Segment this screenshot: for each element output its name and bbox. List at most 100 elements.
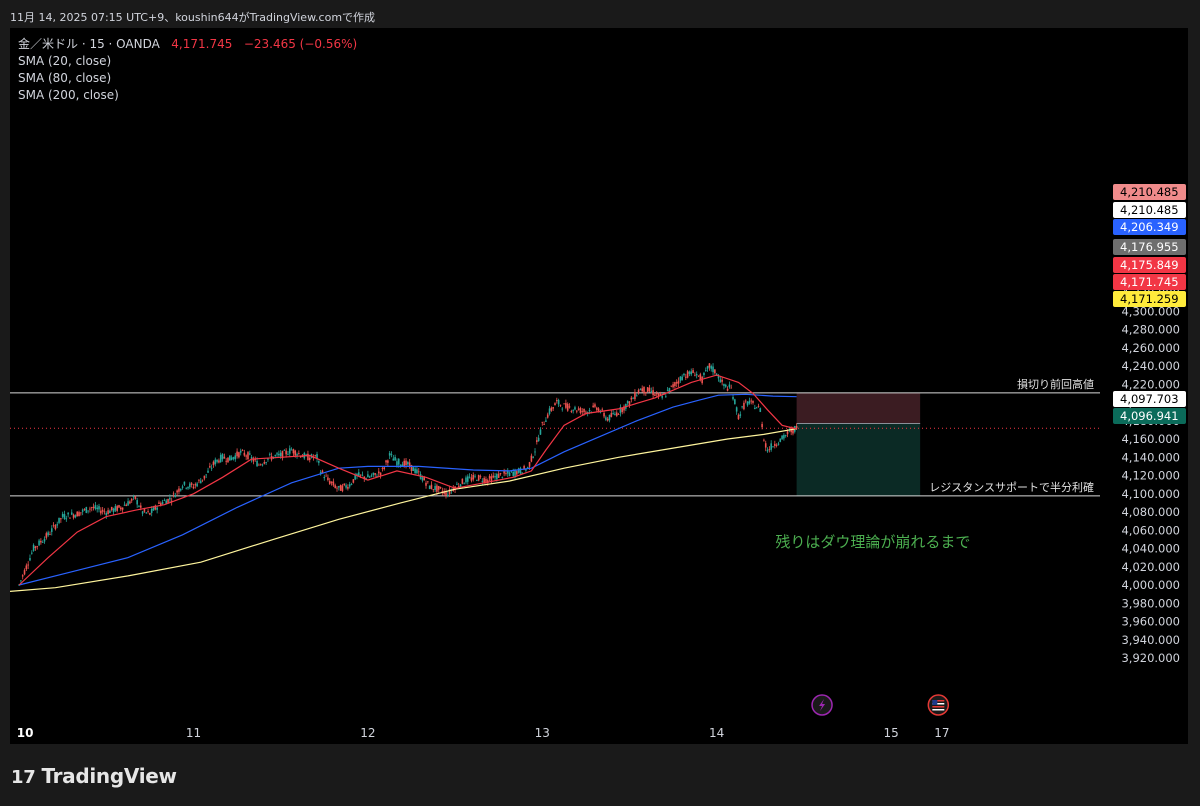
candle-body xyxy=(652,390,654,396)
candle-body xyxy=(396,461,398,466)
candle-body xyxy=(350,484,353,485)
legend-sma20[interactable]: SMA (20, close) xyxy=(18,54,112,68)
candle-body xyxy=(287,453,289,455)
candle-body xyxy=(352,479,355,483)
candle-body xyxy=(605,417,607,420)
price-badge-bg xyxy=(1113,391,1186,407)
y-tick-label: 4,080.000 xyxy=(1121,505,1180,519)
candle-body xyxy=(783,434,785,439)
candle-body xyxy=(141,511,144,514)
candle-body xyxy=(574,407,576,410)
candle-body xyxy=(657,393,660,397)
candle-body xyxy=(697,375,700,377)
candle-body xyxy=(628,401,631,406)
candle-body xyxy=(479,476,482,478)
candle-body xyxy=(345,485,347,488)
candle-body xyxy=(205,474,207,476)
candle-body xyxy=(301,456,304,458)
candle-body xyxy=(368,476,371,478)
candle-body xyxy=(370,475,373,477)
candle-body xyxy=(281,451,284,459)
candle-body xyxy=(461,478,464,484)
candle-body xyxy=(608,414,611,421)
candle-body xyxy=(92,506,95,509)
candle-body xyxy=(752,400,754,403)
legend-sma80[interactable]: SMA (80, close) xyxy=(18,71,112,85)
candle-body xyxy=(114,506,117,511)
candle-body xyxy=(372,472,375,475)
candle-body xyxy=(118,505,120,508)
candle-body xyxy=(768,449,771,450)
candle-body xyxy=(536,440,538,442)
flag-stripe xyxy=(932,703,945,705)
candle-body xyxy=(626,400,629,404)
candle-body xyxy=(719,379,722,383)
candle-body xyxy=(154,505,157,510)
candle-body xyxy=(65,518,68,520)
candle-body xyxy=(421,477,424,481)
candle-body xyxy=(754,407,756,410)
candle-body xyxy=(156,507,158,510)
candle-body xyxy=(234,455,237,460)
candle-body xyxy=(537,437,540,442)
candle-body xyxy=(601,409,604,411)
candle-body xyxy=(80,512,82,514)
candle-body xyxy=(746,401,749,406)
candle-body xyxy=(299,456,302,458)
candle-body xyxy=(392,458,395,461)
price-badge: 4,210.485 xyxy=(1113,184,1186,200)
position-stop-zone xyxy=(796,392,921,424)
candle-body xyxy=(734,399,736,405)
candle-body xyxy=(630,397,633,400)
candle-body xyxy=(666,389,669,391)
candle-body xyxy=(456,483,458,485)
candle-body xyxy=(468,476,471,478)
candle-body xyxy=(121,507,124,510)
price-badge: 4,176.955 xyxy=(1113,239,1186,255)
candle-body xyxy=(100,510,102,514)
y-tick-label: 3,920.000 xyxy=(1121,651,1180,665)
candle-body xyxy=(249,453,251,455)
candle-body xyxy=(541,421,544,423)
candle-body xyxy=(185,487,188,489)
candle-body xyxy=(67,512,69,515)
candle-body xyxy=(503,471,505,474)
candle-body xyxy=(363,476,366,479)
candle-body xyxy=(394,457,396,461)
candle-body xyxy=(61,513,64,517)
candle-body xyxy=(417,471,420,473)
candle-body xyxy=(32,544,35,551)
candle-body xyxy=(265,462,267,463)
candle-body xyxy=(50,528,53,532)
candle-body xyxy=(296,454,298,456)
candle-body xyxy=(759,408,762,412)
candle-body xyxy=(577,408,580,410)
candle-body xyxy=(348,484,351,487)
candle-body xyxy=(766,449,769,452)
candle-body xyxy=(603,412,605,417)
candle-body xyxy=(432,489,435,490)
candle-body xyxy=(437,485,440,490)
candle-body xyxy=(318,460,320,463)
legend-sma200[interactable]: SMA (200, close) xyxy=(18,88,119,102)
candle-body xyxy=(505,473,507,474)
candle-body xyxy=(755,407,758,409)
brand-name: TradingView xyxy=(41,764,177,788)
candle-body xyxy=(40,540,42,543)
y-tick-label: 4,220.000 xyxy=(1121,377,1180,391)
y-tick-label: 4,300.000 xyxy=(1121,304,1180,318)
candle-body xyxy=(285,450,287,455)
candle-body xyxy=(728,384,731,388)
candle-body xyxy=(706,366,709,369)
candle-body xyxy=(78,512,80,517)
candle-body xyxy=(243,452,246,456)
candle-body xyxy=(223,456,226,459)
price-badge: 4,210.485 xyxy=(1113,202,1186,218)
legend-symbol-row[interactable]: 金／米ドル · 15 · OANDA 4,171.745 −23.465 (−0… xyxy=(18,36,357,53)
candle-body xyxy=(750,400,752,402)
candle-body xyxy=(646,387,649,392)
candle-body xyxy=(383,467,386,470)
candle-body xyxy=(347,486,349,489)
x-tick-label: 17 xyxy=(934,726,949,740)
